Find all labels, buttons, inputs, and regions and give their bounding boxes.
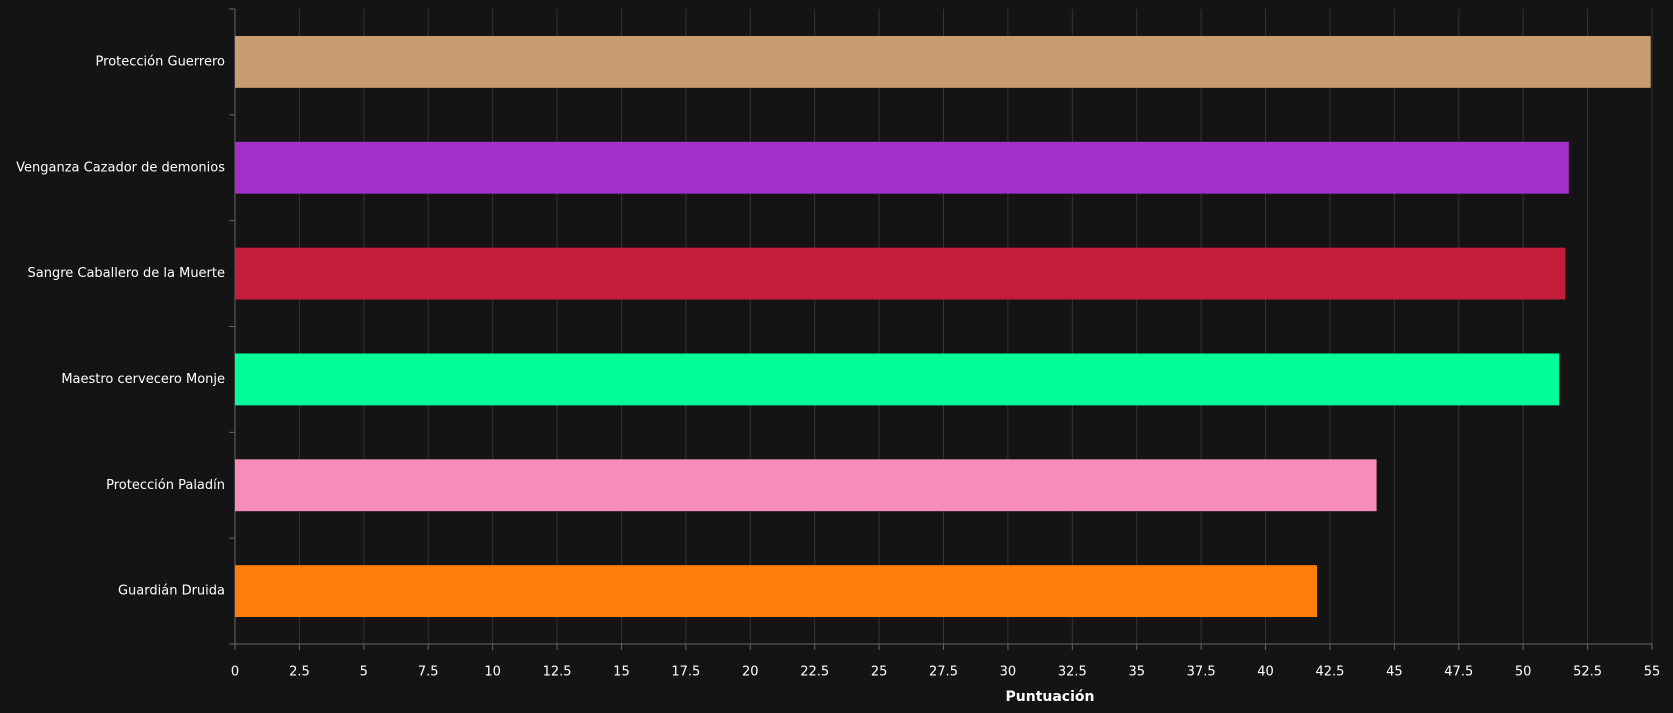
x-tick-label: 2.5: [289, 665, 310, 680]
y-tick-label: Protección Guerrero: [96, 54, 225, 69]
x-tick-label: 30: [1000, 665, 1017, 680]
x-tick-label: 0: [231, 665, 239, 680]
x-tick-label: 22.5: [800, 665, 829, 680]
x-tick-label: 47.5: [1444, 665, 1473, 680]
x-tick-label: 12.5: [543, 665, 572, 680]
bar: [235, 565, 1318, 618]
bar: [235, 141, 1569, 194]
x-tick-label: 42.5: [1315, 665, 1344, 680]
x-tick-label: 25: [871, 665, 888, 680]
bar: [235, 35, 1651, 88]
bar: [235, 247, 1566, 300]
x-tick-label: 50: [1515, 665, 1532, 680]
x-tick-label: 5: [360, 665, 368, 680]
y-tick-label: Guardián Druida: [118, 584, 225, 599]
x-tick-label: 17.5: [671, 665, 700, 680]
x-tick-label: 45: [1386, 665, 1403, 680]
x-tick-label: 10: [484, 665, 501, 680]
bar: [235, 459, 1377, 512]
y-tick-label: Maestro cervecero Monje: [61, 372, 225, 387]
bar: [235, 353, 1560, 406]
x-tick-label: 32.5: [1058, 665, 1087, 680]
x-tick-label: 15: [613, 665, 630, 680]
x-tick-label: 37.5: [1187, 665, 1216, 680]
x-tick-label: 27.5: [929, 665, 958, 680]
x-tick-label: 20: [742, 665, 759, 680]
x-tick-label: 52.5: [1573, 665, 1602, 680]
x-tick-label: 55: [1644, 665, 1661, 680]
x-tick-label: 7.5: [418, 665, 439, 680]
y-tick-label: Protección Paladín: [106, 478, 225, 493]
y-tick-label: Venganza Cazador de demonios: [16, 160, 225, 175]
x-tick-label: 40: [1257, 665, 1274, 680]
x-axis-title: Puntuación: [1006, 689, 1095, 705]
y-tick-label: Sangre Caballero de la Muerte: [27, 266, 225, 281]
x-tick-label: 35: [1128, 665, 1145, 680]
